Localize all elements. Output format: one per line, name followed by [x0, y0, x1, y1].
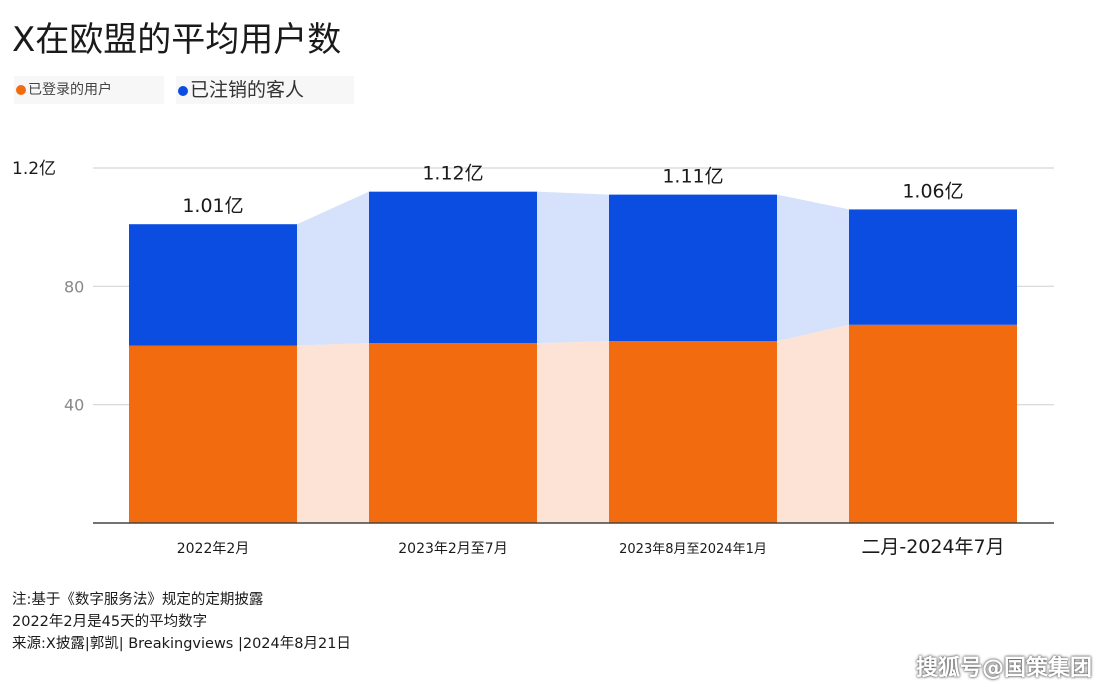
connector-orange-2: [777, 324, 849, 523]
bar-logged-in-1: [369, 343, 537, 523]
total-label-1: 1.12亿: [422, 163, 483, 185]
connector-blue-0: [297, 191, 369, 346]
connector-blue-2: [777, 194, 849, 342]
total-label-0: 1.01亿: [182, 195, 243, 217]
bar-logged-out-2: [609, 194, 777, 342]
legend-dot-orange: [16, 85, 26, 95]
bar-logged-out-3: [849, 209, 1017, 325]
connector-orange-1: [537, 341, 609, 523]
total-label-3: 1.06亿: [902, 180, 963, 202]
y-tick-label-1: 80: [64, 277, 84, 296]
x-tick-label-3: 二月-2024年7月: [861, 536, 1004, 558]
legend-item-logged-out: 已注销的客人: [176, 76, 354, 104]
bar-logged-in-0: [129, 345, 297, 523]
bar-logged-out-0: [129, 224, 297, 346]
y-tick-label-2: 1.2亿: [12, 159, 56, 179]
footnote-line-3: 来源:X披露|郭凯| Breakingviews |2024年8月21日: [12, 636, 351, 652]
y-tick-label-0: 40: [64, 396, 84, 415]
total-label-2: 1.11亿: [662, 166, 723, 188]
bar-chart: 1.01亿 1.12亿 1.11亿 1.06亿 40 80 1.2亿 2022年2月 2023年…: [12, 159, 1054, 558]
connector-orange-0: [297, 343, 369, 523]
bar-logged-in-2: [609, 341, 777, 523]
x-tick-label-1: 2023年2月至7月: [398, 541, 507, 557]
x-tick-label-0: 2022年2月: [177, 541, 250, 557]
chart-title: X在欧盟的平均用户数: [12, 20, 342, 60]
legend-label-logged-out: 已注销的客人: [190, 79, 305, 101]
bar-logged-in-3: [849, 324, 1017, 523]
footnotes: 注:基于《数字服务法》规定的定期披露 2022年2月是45天的平均数字 来源:X…: [12, 589, 351, 655]
connector-blue-1: [537, 191, 609, 344]
footnote-line-2: 2022年2月是45天的平均数字: [12, 614, 208, 630]
legend-item-logged-in: 已登录的用户: [14, 76, 164, 104]
footnote-line-1: 注:基于《数字服务法》规定的定期披露: [12, 592, 264, 608]
watermark: 搜狐号@国策集团: [915, 656, 1092, 681]
legend-dot-blue: [178, 85, 188, 96]
bar-logged-out-1: [369, 191, 537, 344]
x-tick-label-2: 2023年8月至2024年1月: [619, 542, 767, 557]
legend-label-logged-in: 已登录的用户: [28, 82, 112, 98]
